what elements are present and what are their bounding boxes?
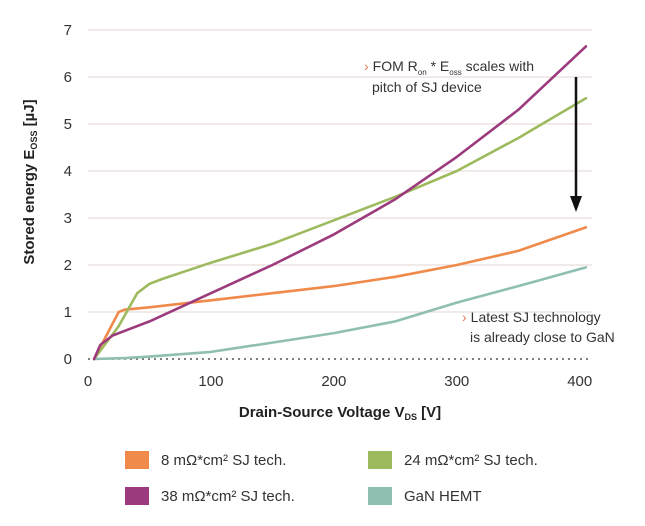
y-tick-label: 3 — [64, 210, 72, 227]
y-tick-label: 7 — [64, 22, 72, 39]
y-tick-label: 0 — [64, 351, 72, 368]
legend-swatch — [125, 451, 149, 469]
series-line-3 — [92, 266, 588, 361]
legend-label: 8 mΩ*cm² SJ tech. — [161, 452, 286, 469]
y-tick-label: 6 — [64, 69, 72, 86]
x-tick-label: 100 — [198, 373, 223, 390]
annotation-gan: › Latest SJ technology is already close t… — [462, 309, 615, 345]
y-tick-label: 5 — [64, 116, 72, 133]
x-tick-labels: 0 100 200 300 400 — [84, 373, 592, 390]
svg-text:›Latest SJ technology: › Latest SJ technology — [462, 309, 601, 325]
y-tick-label: 1 — [64, 304, 72, 321]
series-line-1 — [92, 96, 588, 361]
x-tick-label: 200 — [321, 373, 346, 390]
legend-label: GaN HEMT — [404, 488, 482, 505]
legend-label: 24 mΩ*cm² SJ tech. — [404, 452, 538, 469]
legend-label: 38 mΩ*cm² SJ tech. — [161, 488, 295, 505]
y-tick-label: 2 — [64, 257, 72, 274]
svg-text:›FOM Ron * Eoss scales with: › FOM Ron * Eoss scales with — [364, 58, 534, 77]
x-tick-label: 0 — [84, 373, 92, 390]
legend-swatch — [125, 487, 149, 505]
x-tick-label: 400 — [567, 373, 592, 390]
series-lines — [92, 45, 588, 361]
svg-text:is already close to GaN: is already close to GaN — [470, 329, 615, 345]
y-axis-title: Stored energy EOSS [µJ] — [21, 99, 39, 264]
legend-swatch — [368, 487, 392, 505]
series-line-0 — [92, 226, 588, 361]
legend-swatch — [368, 451, 392, 469]
annotation-fom: › FOM Ron * Eoss scales with pitch of SJ … — [364, 58, 534, 95]
y-tick-labels: 0 1 2 3 4 5 6 7 — [64, 22, 72, 368]
down-arrow-icon — [570, 77, 582, 212]
legend: 8 mΩ*cm² SJ tech. 24 mΩ*cm² SJ tech. 38 mΩ… — [125, 451, 538, 505]
svg-text:pitch of SJ device: pitch of SJ device — [372, 79, 482, 95]
x-tick-label: 300 — [444, 373, 469, 390]
x-axis-title: Drain-Source Voltage VDS [V] — [239, 404, 441, 422]
series-line-2 — [92, 45, 588, 361]
y-tick-label: 4 — [64, 163, 72, 180]
